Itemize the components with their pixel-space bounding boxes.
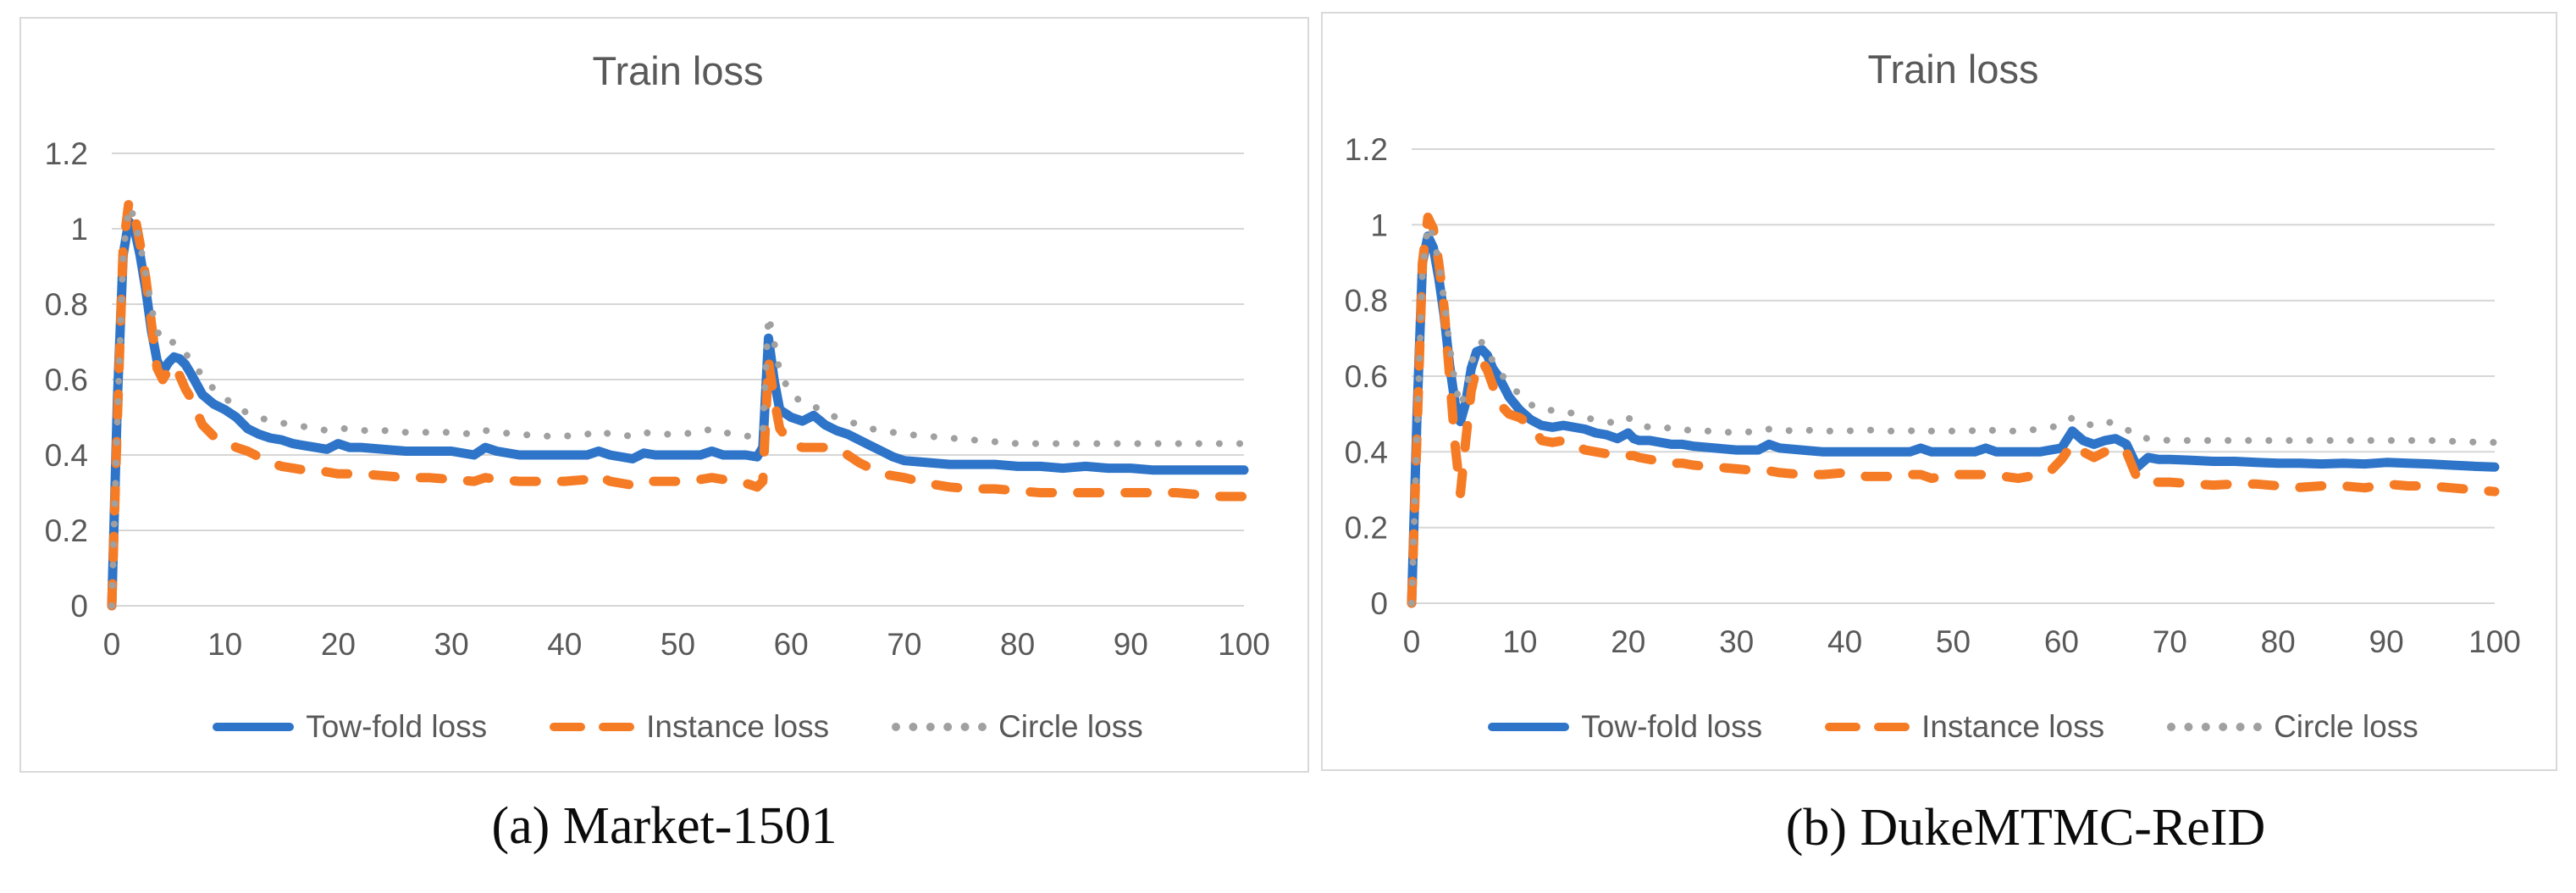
train-loss-chart-dukemtmc: 0 0.2 0.4 0.6 0.8 1 1.2 0 10 20 30 40 50 60 70 80 90 100 <box>1345 132 2521 659</box>
svg-text:1: 1 <box>70 212 88 247</box>
legend: Tow-fold loss Instance loss Circle loss <box>1412 707 2495 747</box>
svg-text:50: 50 <box>1936 624 1971 659</box>
caption-market1501: (a) Market-1501 <box>491 797 837 855</box>
svg-text:0.2: 0.2 <box>1345 511 1388 546</box>
legend-item-instance-loss: Instance loss <box>1825 709 2104 745</box>
svg-text:1.2: 1.2 <box>1345 132 1388 167</box>
svg-text:70: 70 <box>887 627 921 662</box>
dotted-line-icon <box>2167 723 2263 731</box>
svg-text:0.4: 0.4 <box>1345 435 1388 469</box>
svg-text:0.2: 0.2 <box>45 513 88 548</box>
svg-text:40: 40 <box>1827 624 1862 659</box>
solid-line-icon <box>213 723 295 731</box>
legend-item-instance-loss: Instance loss <box>550 709 829 745</box>
svg-text:0: 0 <box>70 589 88 624</box>
svg-text:10: 10 <box>1502 624 1537 659</box>
dashed-line-icon <box>550 723 635 731</box>
svg-text:0.4: 0.4 <box>45 438 88 473</box>
svg-text:100: 100 <box>2468 624 2521 659</box>
legend: Tow-fold loss Instance loss Circle loss <box>112 707 1244 747</box>
legend-item-towfold-loss: Tow-fold loss <box>213 709 487 745</box>
solid-line-icon <box>1488 723 1570 731</box>
svg-text:0.8: 0.8 <box>45 287 88 322</box>
svg-text:20: 20 <box>321 627 356 662</box>
svg-text:1: 1 <box>1370 208 1388 242</box>
svg-text:60: 60 <box>2044 624 2079 659</box>
legend-label: Instance loss <box>1921 709 2105 744</box>
svg-text:0: 0 <box>1403 624 1421 659</box>
legend-item-circle-loss: Circle loss <box>2167 709 2418 745</box>
legend-label: Instance loss <box>646 709 830 744</box>
dashed-line-icon <box>1825 723 1910 731</box>
svg-text:90: 90 <box>1114 627 1148 662</box>
caption-dukemtmc: (b) DukeMTMC-ReID <box>1785 799 2266 857</box>
train-loss-chart-market1501: 0 0.2 0.4 0.6 0.8 1 1.2 0 10 20 30 40 50 60 70 80 90 100 <box>45 136 1270 662</box>
svg-text:0.8: 0.8 <box>1345 284 1388 319</box>
legend-label: Tow-fold loss <box>1581 709 1763 744</box>
dotted-line-icon <box>892 723 987 731</box>
legend-item-towfold-loss: Tow-fold loss <box>1488 709 1762 745</box>
svg-text:40: 40 <box>547 627 582 662</box>
svg-text:90: 90 <box>2369 624 2404 659</box>
legend-label: Circle loss <box>2274 709 2418 744</box>
legend-item-circle-loss: Circle loss <box>892 709 1143 745</box>
svg-text:20: 20 <box>1611 624 1645 659</box>
chart-panel-dukemtmc: 0 0.2 0.4 0.6 0.8 1 1.2 0 10 20 30 40 50 60 70 80 90 100 … <box>1321 12 2557 771</box>
svg-text:10: 10 <box>207 627 242 662</box>
svg-text:100: 100 <box>1218 627 1270 662</box>
svg-text:1.2: 1.2 <box>45 136 88 171</box>
svg-text:80: 80 <box>2261 624 2296 659</box>
svg-text:60: 60 <box>774 627 809 662</box>
chart-panel-market1501: 0 0.2 0.4 0.6 0.8 1 1.2 0 10 20 30 40 50 60 70 80 90 100 … <box>19 17 1309 773</box>
chart-title: Train loss <box>592 48 764 93</box>
svg-text:50: 50 <box>661 627 695 662</box>
legend-label: Circle loss <box>998 709 1143 744</box>
svg-text:30: 30 <box>434 627 469 662</box>
svg-text:70: 70 <box>2153 624 2187 659</box>
svg-text:30: 30 <box>1719 624 1754 659</box>
svg-text:80: 80 <box>1000 627 1035 662</box>
svg-text:0.6: 0.6 <box>1345 359 1388 394</box>
svg-text:0: 0 <box>1370 586 1388 621</box>
legend-label: Tow-fold loss <box>306 709 488 744</box>
svg-text:0: 0 <box>103 627 121 662</box>
svg-text:0.6: 0.6 <box>45 363 88 397</box>
chart-title: Train loss <box>1867 47 2039 92</box>
